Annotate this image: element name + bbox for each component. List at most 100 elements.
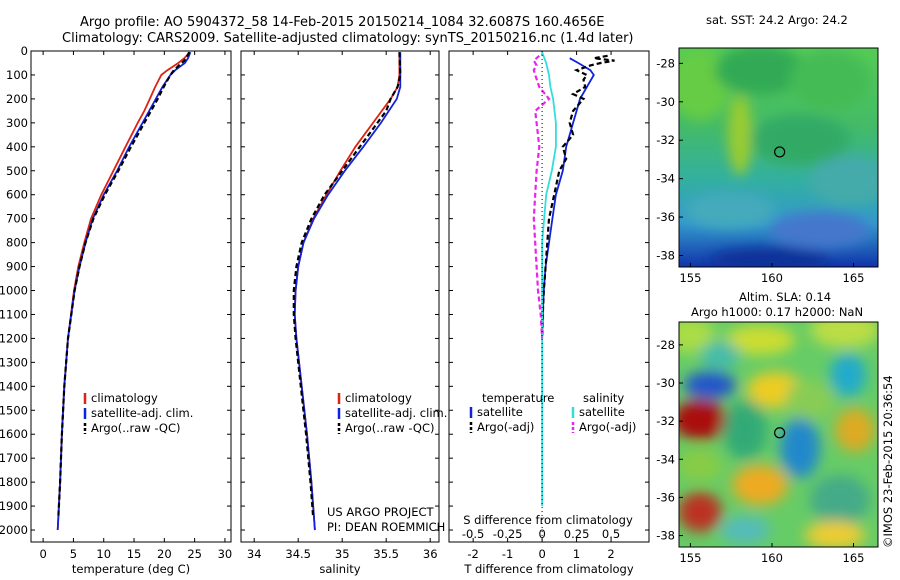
- temperature-ytick-label: 300: [6, 116, 28, 130]
- difference-series-temperature-argo-adj-: [541, 54, 615, 339]
- difference-s-tick-label: 0.5: [602, 527, 620, 541]
- sla_map-xtick-label: 155: [679, 551, 701, 565]
- temperature-ytick-label: 900: [6, 260, 28, 274]
- temperature-ytick-label: 400: [6, 140, 28, 154]
- sst-map-ticks: 155 160 165 -28 -30 -32 -34 -36 -38: [656, 56, 864, 285]
- temperature-ytick-label: 700: [6, 212, 28, 226]
- temperature-ytick-label: 600: [6, 188, 28, 202]
- difference-series-salinity-satellite: [541, 51, 557, 507]
- sst_map-ytick-label: -30: [656, 95, 675, 109]
- temperature-ytick-label: 1000: [0, 284, 28, 298]
- temperature-ytick-label: 1600: [0, 427, 28, 441]
- temperature-profile-axes: 0100200300400500600700800900100011001200…: [0, 44, 232, 576]
- temperature-ytick-label: 200: [6, 92, 28, 106]
- difference-legend-label: Argo(-adj): [477, 420, 534, 434]
- sla-map-ticks: 155 160 165 -28 -30 -32 -34 -36 -38: [656, 338, 864, 565]
- sla-map-frame: [678, 321, 879, 548]
- sst_map-ytick-label: -38: [656, 248, 675, 262]
- difference-series-temperature-satellite: [541, 57, 595, 339]
- temperature-ytick-label: 100: [6, 68, 28, 82]
- temperature-xtick-label: 5: [70, 547, 77, 561]
- temperature-series-argo-raw-qc-: [57, 51, 191, 519]
- difference-series-salinity-argo-adj-: [532, 54, 551, 339]
- temperature-legend-label: satellite-adj. clim.: [91, 406, 193, 420]
- sla_map-xtick-label: 165: [843, 551, 865, 565]
- difference-xtick-label: -1: [502, 547, 513, 561]
- sst_map-xtick-label: 160: [761, 271, 783, 285]
- temperature-ytick-label: 1400: [0, 379, 28, 393]
- temperature-xlabel: temperature (deg C): [72, 562, 190, 576]
- sst_map-ytick-label: -34: [656, 172, 675, 186]
- difference-profile-axes: -2 -1 0 1 2T difference from climatology -0.5…: [448, 50, 650, 576]
- difference-s-tick-label: -0.5: [462, 527, 484, 541]
- temperature-ytick-label: 500: [6, 164, 28, 178]
- sla_map-argo-marker: [774, 427, 786, 439]
- temperature-frame: [30, 50, 232, 543]
- temperature-ytick-label: 1800: [0, 475, 28, 489]
- temperature-xtick-label: 30: [218, 547, 233, 561]
- salinity-frame: [240, 50, 440, 543]
- temperature-ytick-label: 800: [6, 236, 28, 250]
- salinity-legend-label: satellite-adj. clim.: [345, 406, 447, 420]
- temperature-legend-label: Argo(..raw -QC): [91, 421, 181, 435]
- difference-legend-label: satellite: [579, 405, 625, 419]
- difference-s-xlabel: S difference from climatology: [463, 513, 633, 527]
- salinity-xtick-label: 35: [335, 547, 350, 561]
- difference-s-tick-label: -0.25: [493, 527, 523, 541]
- temperature-ytick-label: 1100: [0, 307, 28, 321]
- sst-map-title: sat. SST: 24.2 Argo: 24.2: [706, 13, 848, 27]
- imos-watermark: ©IMOS 23-Feb-2015 20:36:54: [881, 375, 895, 548]
- temperature-xtick-label: 15: [127, 547, 142, 561]
- salinity-xtick-label: 36: [423, 547, 438, 561]
- sla_map-ytick-label: -30: [656, 376, 675, 390]
- sla_map-ytick-label: -36: [656, 490, 675, 504]
- salinity-series-argo-raw-qc-: [292, 52, 402, 519]
- project-note-line1: US ARGO PROJECT: [327, 505, 435, 519]
- sst_map-ytick-label: -32: [656, 133, 675, 147]
- sst_map-ytick-label: -28: [656, 56, 675, 70]
- sla-map-title-line1: Altim. SLA: 0.14: [739, 290, 831, 304]
- sla-map-title-line2: Argo h1000: 0.17 h2000: NaN: [691, 305, 863, 319]
- temperature-ytick-label: 1200: [0, 331, 28, 345]
- sla_map-ytick-label: -34: [656, 452, 675, 466]
- salinity-profile-axes: 34 34.5 35 35.5 36 salinity climatologysatelli…: [240, 50, 447, 576]
- temperature-ytick-label: 2000: [0, 523, 28, 537]
- temperature-ytick-label: 1500: [0, 403, 28, 417]
- difference-s-tick-label: 0: [538, 527, 545, 541]
- difference-xtick-label: 2: [607, 547, 614, 561]
- difference-xlabel: T difference from climatology: [463, 562, 634, 576]
- temperature-xtick-label: 10: [96, 547, 111, 561]
- temperature-legend-label: climatology: [91, 391, 158, 405]
- difference-legend-label: satellite: [477, 405, 523, 419]
- sst_map-xtick-label: 155: [679, 271, 701, 285]
- difference-legend-header-salinity: salinity: [583, 391, 624, 405]
- difference-xtick-label: -2: [467, 547, 478, 561]
- difference-xtick-label: 1: [573, 547, 580, 561]
- difference-frame: [448, 50, 650, 543]
- temperature-ytick-label: 1700: [0, 451, 28, 465]
- sla-map-image: [679, 322, 878, 547]
- salinity-xlabel: salinity: [319, 562, 360, 576]
- figure-title-line2: Climatology: CARS2009. Satellite-adjuste…: [62, 31, 634, 46]
- difference-legend-label: Argo(-adj): [579, 420, 636, 434]
- sst-map-image: [679, 48, 878, 267]
- salinity-xtick-label: 34: [247, 547, 262, 561]
- difference-xtick-label: 0: [538, 547, 545, 561]
- temperature-xtick-label: 0: [39, 547, 46, 561]
- sst_map-ytick-label: -36: [656, 210, 675, 224]
- figure-title-line1: Argo profile: AO 5904372_58 14-Feb-2015 …: [80, 15, 604, 30]
- temperature-xtick-label: 25: [187, 547, 202, 561]
- temperature-xtick-label: 20: [157, 547, 172, 561]
- difference-legend-header-temperature: temperature: [482, 391, 554, 405]
- sst-map-frame: [678, 47, 879, 268]
- sla_map-xtick-label: 160: [761, 551, 783, 565]
- sst_map-xtick-label: 165: [843, 271, 865, 285]
- project-note-line2: PI: DEAN ROEMMICH: [327, 520, 445, 534]
- salinity-legend-label: climatology: [345, 391, 412, 405]
- difference-s-tick-label: 0.25: [564, 527, 590, 541]
- salinity-xtick-label: 34.5: [285, 547, 311, 561]
- temperature-ytick-label: 0: [21, 44, 28, 58]
- sla_map-ytick-label: -38: [656, 529, 675, 543]
- sst_map-argo-marker: [774, 146, 786, 158]
